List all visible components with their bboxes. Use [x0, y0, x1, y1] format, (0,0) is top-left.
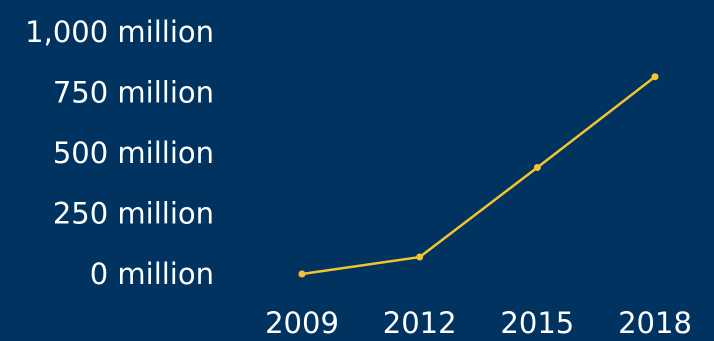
data-point	[651, 73, 659, 81]
y-tick-label: 1,000 million	[25, 15, 214, 49]
data-point	[416, 253, 424, 261]
y-tick-label: 750 million	[53, 76, 214, 110]
y-axis-ticks: 0 million 250 million 500 million 750 milli…	[25, 15, 214, 291]
x-tick-label: 2009	[265, 306, 339, 340]
y-tick-label: 500 million	[53, 136, 214, 170]
series-group	[298, 73, 659, 278]
y-tick-label: 250 million	[53, 197, 214, 231]
data-point	[533, 164, 541, 172]
series-line	[301, 75, 656, 276]
y-tick-label: 0 million	[90, 257, 214, 291]
x-tick-label: 2012	[383, 306, 457, 340]
x-tick-label: 2018	[618, 306, 692, 340]
data-point	[298, 270, 306, 278]
x-axis-ticks: 2009 2012 2015 2018	[265, 306, 692, 340]
x-tick-label: 2015	[500, 306, 574, 340]
